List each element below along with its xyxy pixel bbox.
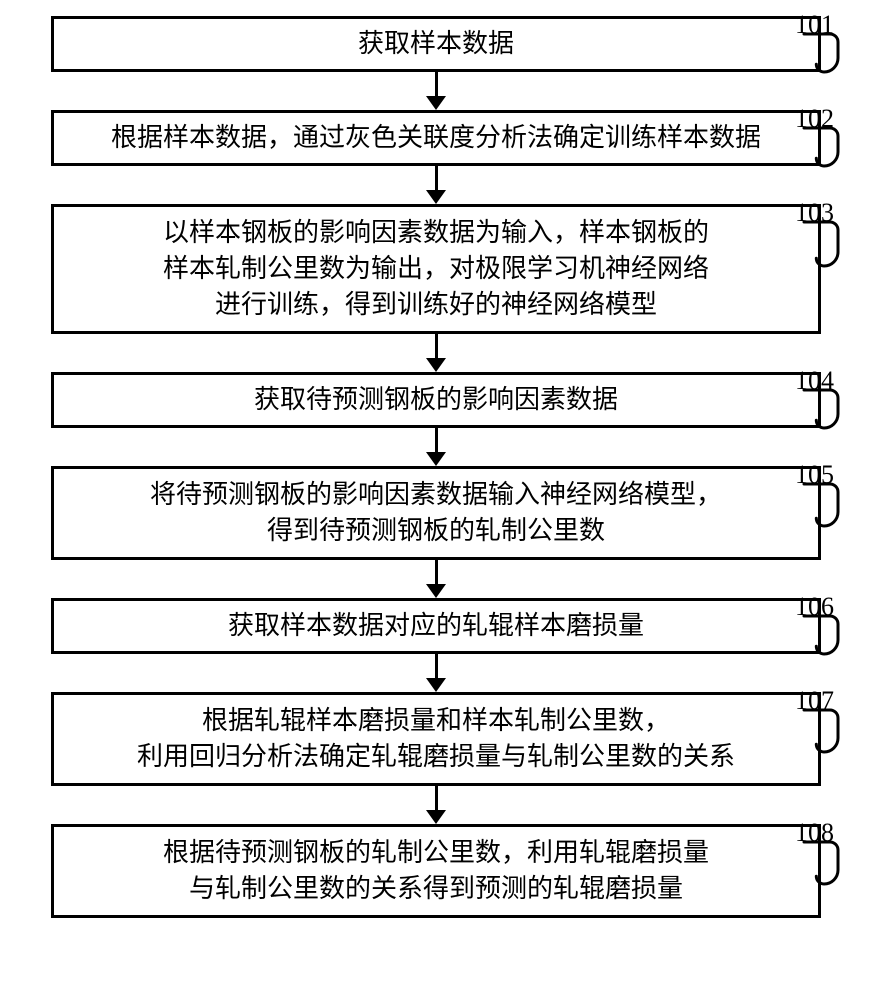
flow-arrow: [426, 786, 446, 824]
step-bracket: [801, 219, 841, 269]
step-bracket: [801, 481, 841, 529]
step-box: 根据样本数据，通过灰色关联度分析法确定训练样本数据: [51, 110, 821, 166]
flow-arrow: [426, 166, 446, 204]
step-box: 获取样本数据: [51, 16, 821, 72]
flow-arrow: [426, 72, 446, 110]
step-bracket: [801, 839, 841, 887]
step-box: 根据轧辊样本磨损量和样本轧制公里数， 利用回归分析法确定轧辊磨损量与轧制公里数的…: [51, 692, 821, 786]
step-bracket: [801, 707, 841, 755]
step-box: 根据待预测钢板的轧制公里数，利用轧辊磨损量 与轧制公里数的关系得到预测的轧辊磨损…: [51, 824, 821, 918]
step-box: 获取待预测钢板的影响因素数据: [51, 372, 821, 428]
step-103: 以样本钢板的影响因素数据为输入，样本钢板的 样本轧制公里数为输出，对极限学习机神…: [40, 204, 832, 334]
flow-arrow: [426, 334, 446, 372]
step-101: 获取样本数据101: [40, 16, 832, 72]
step-box: 获取样本数据对应的轧辊样本磨损量: [51, 598, 821, 654]
step-box: 将待预测钢板的影响因素数据输入神经网络模型， 得到待预测钢板的轧制公里数: [51, 466, 821, 560]
step-bracket: [801, 31, 841, 75]
step-106: 获取样本数据对应的轧辊样本磨损量106: [40, 598, 832, 654]
step-bracket: [801, 387, 841, 431]
step-102: 根据样本数据，通过灰色关联度分析法确定训练样本数据102: [40, 110, 832, 166]
flow-arrow: [426, 428, 446, 466]
flow-arrow: [426, 654, 446, 692]
step-box: 以样本钢板的影响因素数据为输入，样本钢板的 样本轧制公里数为输出，对极限学习机神…: [51, 204, 821, 334]
step-108: 根据待预测钢板的轧制公里数，利用轧辊磨损量 与轧制公里数的关系得到预测的轧辊磨损…: [40, 824, 832, 918]
step-105: 将待预测钢板的影响因素数据输入神经网络模型， 得到待预测钢板的轧制公里数105: [40, 466, 832, 560]
flowchart: 获取样本数据101 根据样本数据，通过灰色关联度分析法确定训练样本数据102 以样本…: [40, 16, 832, 918]
step-bracket: [801, 613, 841, 657]
step-104: 获取待预测钢板的影响因素数据104: [40, 372, 832, 428]
step-bracket: [801, 125, 841, 169]
flow-arrow: [426, 560, 446, 598]
step-107: 根据轧辊样本磨损量和样本轧制公里数， 利用回归分析法确定轧辊磨损量与轧制公里数的…: [40, 692, 832, 786]
